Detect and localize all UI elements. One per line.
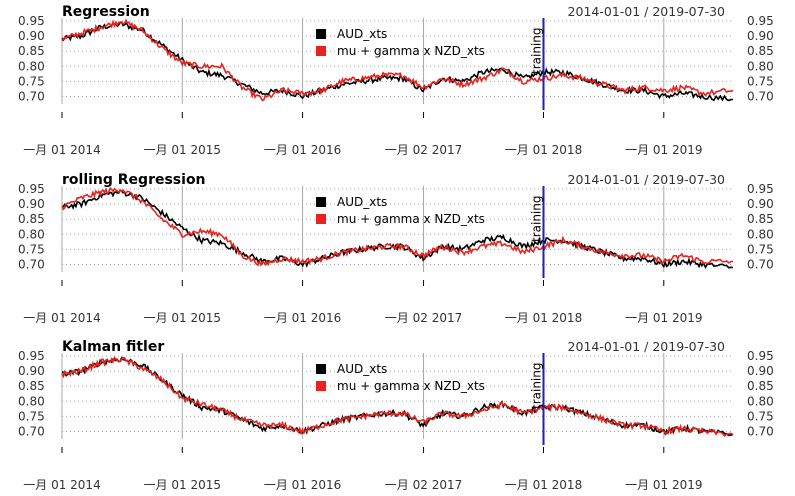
legend-label: AUD_xts xyxy=(337,27,387,41)
y-tick-label-left: 0.80 xyxy=(18,394,45,408)
y-tick-label-right: 0.75 xyxy=(747,409,774,423)
y-tick-label-right: 0.80 xyxy=(747,394,774,408)
y-tick-label-left: 0.70 xyxy=(18,424,45,438)
series-line-aud xyxy=(62,188,734,269)
chart-panel-3: 0.95 0.950.90 0.900.85 0.850.80 0.800.75 0.75… xyxy=(18,339,774,492)
legend-swatch-aud xyxy=(316,197,326,207)
chart-title: rolling Regression xyxy=(62,172,206,188)
y-tick-label-left: 0.90 xyxy=(18,364,45,378)
date-range-label: 2014-01-01 / 2019-07-30 xyxy=(568,4,725,19)
x-tick-label: 一月 01 2014 xyxy=(23,143,100,157)
y-tick-label-left: 0.90 xyxy=(18,29,45,43)
legend-swatch-aud xyxy=(316,364,326,374)
chart-panel-2: 0.95 0.950.90 0.900.85 0.850.80 0.800.75 0.75… xyxy=(18,172,774,325)
y-tick-label-right: 0.70 xyxy=(747,257,774,271)
y-tick-label-right: 0.90 xyxy=(747,364,774,378)
y-tick-label-left: 0.70 xyxy=(18,257,45,271)
chart-title: Regression xyxy=(62,4,150,20)
y-tick-label-left: 0.85 xyxy=(18,212,45,226)
date-range-label: 2014-01-01 / 2019-07-30 xyxy=(568,339,725,354)
legend-label: mu + gamma x NZD_xts xyxy=(337,44,485,58)
x-tick-label: 一月 01 2018 xyxy=(505,478,582,492)
chart-panel-1: 0.95 0.950.90 0.900.85 0.850.80 0.800.75 0.75… xyxy=(18,4,774,157)
series-line-aud xyxy=(61,356,734,437)
y-tick-label-left: 0.75 xyxy=(18,74,45,88)
y-tick-label-left: 0.95 xyxy=(18,182,45,196)
x-tick-label: 一月 01 2018 xyxy=(505,143,582,157)
y-tick-label-right: 0.70 xyxy=(747,424,774,438)
y-tick-label-right: 0.75 xyxy=(747,74,774,88)
y-tick-label-right: 0.80 xyxy=(747,59,774,73)
series-line-fitted xyxy=(61,356,734,438)
x-tick-label: 一月 01 2014 xyxy=(23,478,100,492)
y-tick-label-right: 0.85 xyxy=(747,379,774,393)
y-tick-label-left: 0.95 xyxy=(18,14,45,28)
y-tick-label-right: 0.85 xyxy=(747,44,774,58)
legend-label: mu + gamma x NZD_xts xyxy=(337,212,485,226)
legend-swatch-fitted xyxy=(316,46,326,56)
legend-label: AUD_xts xyxy=(337,195,387,209)
x-tick-label: 一月 01 2019 xyxy=(625,311,702,325)
y-tick-label-left: 0.85 xyxy=(18,379,45,393)
y-tick-label-right: 0.95 xyxy=(747,14,774,28)
x-tick-label: 一月 02 2017 xyxy=(385,311,462,325)
chart-title: Kalman fitler xyxy=(62,339,164,355)
training-label: training xyxy=(529,28,543,75)
training-label: training xyxy=(529,196,543,243)
x-tick-label: 一月 01 2018 xyxy=(505,311,582,325)
legend-swatch-fitted xyxy=(316,381,326,391)
y-tick-label-right: 0.85 xyxy=(747,212,774,226)
series-line-fitted xyxy=(61,187,734,267)
series-line-aud xyxy=(61,21,734,102)
y-tick-label-right: 0.75 xyxy=(747,242,774,256)
y-tick-label-right: 0.90 xyxy=(747,29,774,43)
x-tick-label: 一月 01 2014 xyxy=(23,311,100,325)
x-tick-label: 一月 01 2015 xyxy=(144,143,221,157)
x-tick-label: 一月 01 2016 xyxy=(264,478,341,492)
y-tick-label-left: 0.80 xyxy=(18,227,45,241)
y-tick-label-left: 0.95 xyxy=(18,349,45,363)
y-tick-label-left: 0.75 xyxy=(18,409,45,423)
y-tick-label-right: 0.80 xyxy=(747,227,774,241)
x-tick-label: 一月 01 2016 xyxy=(264,311,341,325)
y-tick-label-right: 0.70 xyxy=(747,89,774,103)
x-tick-label: 一月 01 2019 xyxy=(625,143,702,157)
y-tick-label-left: 0.80 xyxy=(18,59,45,73)
x-tick-label: 一月 02 2017 xyxy=(385,143,462,157)
x-tick-label: 一月 01 2019 xyxy=(625,478,702,492)
series-line-fitted xyxy=(61,18,734,102)
training-label: training xyxy=(529,363,543,410)
y-tick-label-left: 0.85 xyxy=(18,44,45,58)
x-tick-label: 一月 01 2015 xyxy=(144,478,221,492)
x-tick-label: 一月 02 2017 xyxy=(385,478,462,492)
legend-label: AUD_xts xyxy=(337,362,387,376)
legend-label: mu + gamma x NZD_xts xyxy=(337,379,485,393)
legend-swatch-aud xyxy=(316,29,326,39)
y-tick-label-left: 0.70 xyxy=(18,89,45,103)
x-tick-label: 一月 01 2016 xyxy=(264,143,341,157)
y-tick-label-right: 0.95 xyxy=(747,182,774,196)
date-range-label: 2014-01-01 / 2019-07-30 xyxy=(568,172,725,187)
y-tick-label-right: 0.90 xyxy=(747,197,774,211)
y-tick-label-right: 0.95 xyxy=(747,349,774,363)
x-tick-label: 一月 01 2015 xyxy=(144,311,221,325)
y-tick-label-left: 0.75 xyxy=(18,242,45,256)
legend-swatch-fitted xyxy=(316,214,326,224)
y-tick-label-left: 0.90 xyxy=(18,197,45,211)
